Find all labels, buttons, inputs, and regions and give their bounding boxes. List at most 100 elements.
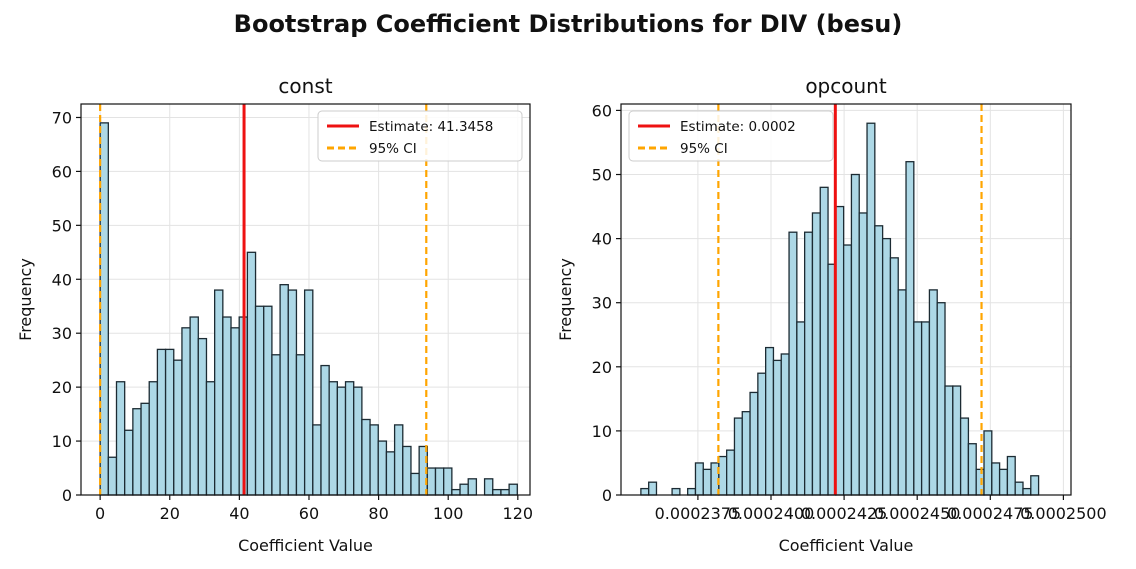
histogram-bar [410, 472, 420, 496]
x-tick-label: 0 [95, 504, 105, 523]
subplot-opcount: 0.00023750.00024000.00024250.00024500.00… [556, 74, 1107, 555]
histogram-bar [1030, 475, 1040, 496]
histogram-bar [998, 468, 1009, 496]
histogram-bar [246, 251, 257, 496]
histogram-bar [344, 381, 355, 496]
histogram-bar [467, 478, 478, 496]
x-axis-label: Coefficient Value [779, 536, 914, 555]
histogram-bar [741, 411, 751, 496]
histogram-bar [967, 443, 977, 496]
x-tick-label: 0.0002425 [801, 504, 888, 523]
histogram-bar [214, 289, 224, 496]
legend: Estimate: 41.3458 95% CI [317, 110, 523, 162]
histogram-bar [385, 451, 396, 496]
histogram-bar [936, 302, 946, 496]
histogram-bar [874, 225, 884, 496]
y-tick-label: 0 [62, 486, 72, 505]
histogram-bar [811, 212, 821, 496]
y-tick-label: 0 [602, 486, 612, 505]
histogram-bar [944, 385, 954, 496]
x-tick-label: 100 [433, 504, 464, 523]
x-axis-label: Coefficient Value [238, 536, 373, 555]
legend-box [628, 110, 834, 162]
legend-label: 95% CI [680, 141, 728, 157]
histogram-bar [140, 402, 150, 496]
y-tick-label: 20 [592, 358, 612, 377]
histogram-bar [205, 381, 216, 496]
histogram-bar [295, 354, 306, 496]
legend-box [317, 110, 523, 162]
histogram-bar [780, 353, 790, 496]
histogram-bar [702, 468, 712, 496]
histogram-bar [312, 424, 322, 496]
x-tick-label: 0.0002375 [655, 504, 742, 523]
y-tick-label: 10 [52, 432, 72, 451]
histogram-bar [230, 327, 240, 496]
histogram-bar [254, 305, 265, 496]
histogram-bar [156, 348, 167, 496]
histogram-bar [181, 327, 191, 496]
y-axis-label: Frequency [16, 258, 35, 341]
subplot-title: opcount [805, 74, 887, 98]
histogram-bar [975, 468, 985, 496]
histogram-bar [897, 289, 907, 496]
histogram-bar [1006, 455, 1016, 496]
histogram-bar [835, 205, 845, 496]
histogram-bar [173, 359, 183, 496]
histogram-bar [483, 478, 494, 496]
histogram-bar [648, 481, 658, 496]
subplot-const: 0 20 40 60 80 100 120 0 10 20 30 40 50 60 70 const Coeff… [16, 74, 533, 555]
histogram-bar [197, 337, 208, 496]
histogram-bar [749, 391, 759, 496]
histogram-bar [726, 449, 736, 496]
legend-label: Estimate: 41.3458 [369, 119, 493, 135]
y-tick-label: 30 [592, 294, 612, 313]
histogram-bar [336, 386, 347, 496]
x-tick-label: 80 [368, 504, 388, 523]
y-tick-label: 60 [52, 162, 72, 181]
histogram-bar [451, 488, 461, 496]
x-tick-label: 60 [299, 504, 319, 523]
histogram-bar [508, 483, 518, 496]
histogram-bar [905, 161, 915, 496]
histogram-bar [443, 467, 453, 496]
x-tick-label: 0.0002500 [1020, 504, 1107, 523]
y-tick-label: 40 [52, 270, 72, 289]
histogram-bar [913, 321, 923, 496]
histogram-bar [99, 122, 109, 496]
y-tick-label: 60 [592, 101, 612, 120]
histogram-bar [671, 487, 681, 496]
histogram-bar [459, 483, 469, 496]
histogram-bar [796, 321, 806, 496]
histogram-bar [434, 467, 445, 496]
histogram-bar [687, 487, 697, 496]
x-tick-label: 120 [503, 504, 534, 523]
histogram-bar [733, 417, 743, 496]
histogram-bar [866, 122, 876, 496]
histogram-bar [920, 321, 931, 496]
x-tick-label: 0.0002450 [874, 504, 961, 523]
histogram-bar [393, 424, 404, 496]
histogram-bar [369, 424, 379, 496]
histogram-bar [819, 186, 829, 496]
histogram-bar [377, 440, 388, 496]
histogram-bar [718, 455, 728, 496]
histogram-bar [983, 430, 993, 496]
histogram-bar [889, 257, 899, 496]
histogram-bar [803, 231, 814, 496]
histogram-bar [694, 462, 704, 496]
x-tick-label: 20 [160, 504, 180, 523]
y-tick-label: 70 [52, 108, 72, 127]
histogram-bar [1022, 487, 1032, 496]
y-tick-label: 50 [592, 166, 612, 185]
histogram-bar [850, 173, 860, 496]
y-tick-label: 30 [52, 324, 72, 343]
legend: Estimate: 0.0002 95% CI [628, 110, 834, 162]
y-axis-label: Frequency [556, 258, 575, 341]
histogram-bar [222, 316, 232, 496]
histogram-bar [361, 418, 371, 496]
figure-title: Bootstrap Coefficient Distributions for … [233, 10, 903, 38]
histogram-bar [303, 289, 314, 496]
